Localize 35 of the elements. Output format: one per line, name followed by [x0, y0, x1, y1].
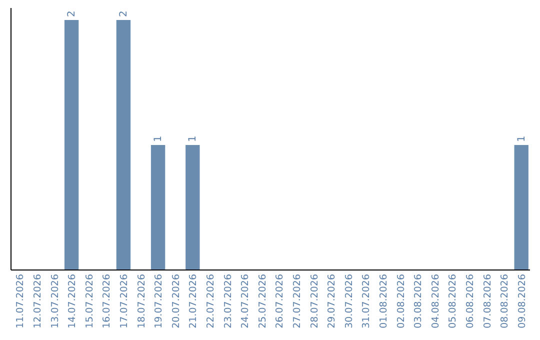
x-tick-label: 12.07.2026: [32, 274, 44, 328]
x-tick-label: 20.07.2026: [170, 274, 182, 328]
x-tick-label: 19.07.2026: [154, 274, 165, 328]
x-tick-label: 23.07.2026: [222, 274, 234, 328]
x-tick-label: 27.07.2026: [292, 274, 303, 328]
x-tick-label: 13.07.2026: [50, 274, 61, 328]
data-label: 1: [188, 136, 199, 142]
x-tick-label: 09.08.2026: [516, 274, 528, 328]
x-tick-label: 04.08.2026: [430, 274, 442, 328]
x-tick-label: 14.07.2026: [67, 274, 78, 328]
x-tick-label: 24.07.2026: [240, 274, 252, 328]
x-tick-label: 17.07.2026: [118, 274, 130, 328]
data-label: 2: [118, 10, 130, 17]
data-label: 1: [153, 136, 164, 142]
x-tick-label: 05.08.2026: [448, 274, 459, 328]
x-tick-label: 01.08.2026: [378, 274, 390, 328]
x-tick-label: 16.07.2026: [102, 274, 113, 328]
x-tick-label: 31.07.2026: [361, 274, 372, 328]
x-tick-label: 07.08.2026: [482, 274, 494, 328]
x-tick-label: 28.07.2026: [309, 274, 320, 328]
x-tick-label: 30.07.2026: [344, 274, 355, 328]
x-tick-label: 21.07.2026: [188, 274, 200, 328]
x-tick-label: 26.07.2026: [274, 274, 286, 328]
data-label: 1: [516, 136, 528, 142]
x-tick-label: 06.08.2026: [464, 274, 476, 328]
x-tick-label: 08.08.2026: [500, 274, 511, 328]
x-tick-label: 15.07.2026: [84, 274, 96, 328]
x-tick-label: 22.07.2026: [205, 274, 216, 328]
x-tick-label: 03.08.2026: [413, 274, 424, 328]
x-tick-label: 18.07.2026: [136, 274, 148, 328]
x-tick-label: 02.08.2026: [396, 274, 407, 328]
x-tick-label: 29.07.2026: [326, 274, 338, 328]
x-tick-label: 25.07.2026: [257, 274, 268, 328]
data-label: 2: [66, 10, 78, 17]
x-tick-label: 11.07.2026: [15, 274, 26, 328]
